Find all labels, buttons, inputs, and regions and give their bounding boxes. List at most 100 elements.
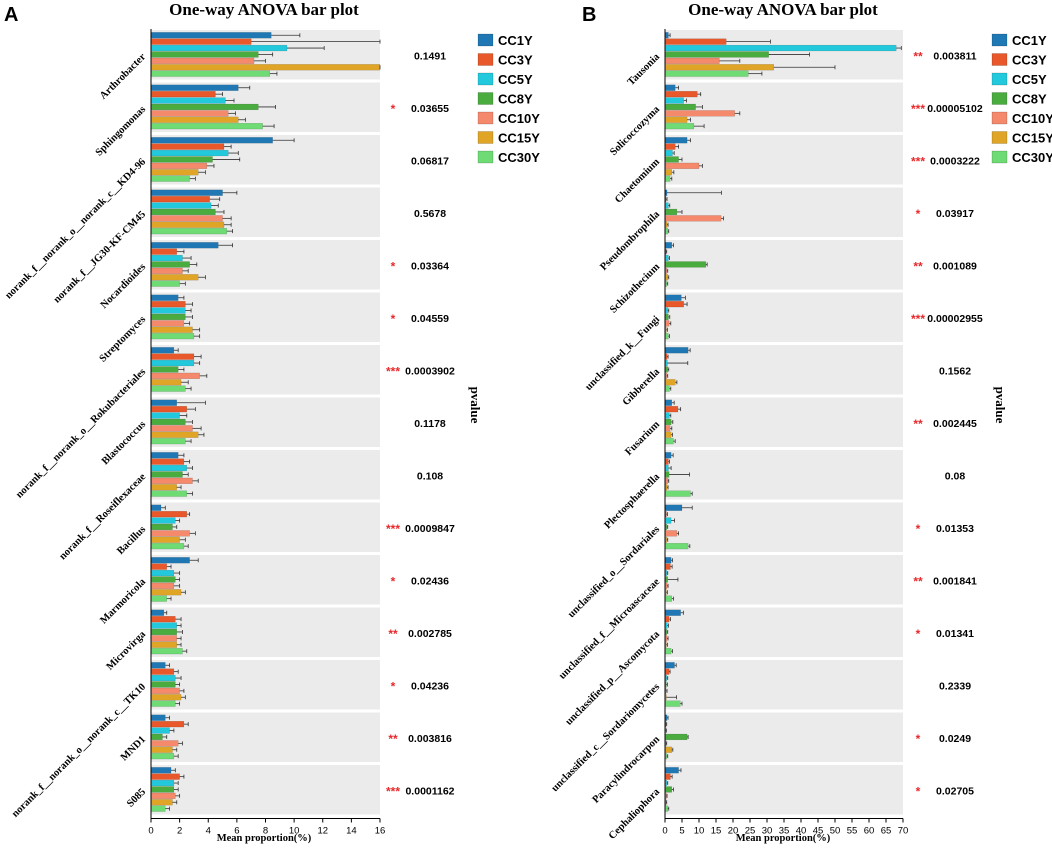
- bar-cc3y: [664, 563, 671, 570]
- p-value: 0.0249: [939, 733, 971, 745]
- legend-swatch-cc8y: [477, 92, 494, 105]
- x-tick-label: 30: [762, 826, 773, 837]
- category-label: Microvirga: [105, 629, 149, 673]
- category-label: norank_f__Roseiflexaceae: [57, 471, 148, 562]
- bar-cc5y: [150, 727, 170, 734]
- bar-cc3y: [664, 143, 676, 150]
- bar-cc5y: [664, 464, 669, 472]
- x-tick-label: 6: [234, 826, 239, 837]
- bar-cc8y: [150, 103, 259, 111]
- bar-cc30y: [150, 438, 186, 445]
- bar-cc5y: [664, 517, 672, 524]
- legend-label: CC5Y: [1012, 72, 1047, 87]
- bar-cc10y: [150, 740, 179, 747]
- bar-cc8y: [664, 313, 669, 321]
- bar-cc1y: [150, 662, 166, 669]
- x-tick-label: 60: [864, 826, 875, 837]
- bar-cc5y: [664, 149, 673, 157]
- panel-b-pvalue-label: pvalue: [993, 387, 1008, 424]
- x-tick-label: 0: [148, 826, 153, 837]
- bar-cc30y: [664, 123, 695, 130]
- bar-cc1y: [664, 32, 669, 39]
- category-label: Fusarium: [623, 419, 662, 458]
- legend-label: CC30Y: [498, 150, 540, 165]
- bar-cc10y: [150, 267, 183, 274]
- significance-stars: ***: [386, 784, 400, 798]
- bar-cc5y: [150, 622, 177, 629]
- legend-swatch-cc5y: [477, 72, 494, 86]
- bar-cc5y: [150, 359, 195, 367]
- significance-stars: ***: [386, 522, 400, 536]
- category-band: [151, 502, 380, 552]
- bar-cc3y: [150, 143, 225, 150]
- x-tick-label: 40: [796, 826, 807, 837]
- bar-cc1y: [150, 137, 273, 144]
- p-value: 0.0003902: [405, 365, 455, 377]
- panel-a-letter: A: [4, 4, 18, 26]
- bar-cc1y: [150, 84, 239, 91]
- bar-cc3y: [150, 406, 187, 413]
- bar-cc1y: [664, 662, 675, 669]
- legend-label: CC1Y: [1012, 33, 1047, 48]
- legend-label: CC15Y: [498, 131, 540, 146]
- category-band: [151, 660, 380, 710]
- plot-area: [150, 30, 381, 815]
- category-band: [665, 765, 903, 815]
- bar-cc10y: [150, 792, 176, 799]
- x-tick-label: 5: [679, 826, 684, 837]
- p-value: 0.002445: [933, 418, 977, 430]
- category-band: [665, 135, 903, 185]
- category-band: [151, 450, 380, 500]
- significance-stars: *: [391, 312, 396, 326]
- legend-label: CC8Y: [498, 92, 533, 107]
- bar-cc30y: [150, 595, 167, 602]
- category-label: Solicoccozyma: [608, 104, 662, 158]
- category-label: Sphingomonas: [94, 104, 148, 158]
- legend-swatch-cc10y: [477, 111, 494, 125]
- category-label: unclassified_f__Microascaceae: [557, 576, 662, 681]
- bar-cc15y: [664, 116, 688, 123]
- bar-cc5y: [664, 97, 684, 104]
- bar-cc10y: [150, 530, 190, 537]
- bar-cc10y: [664, 57, 720, 64]
- p-value: 0.01341: [936, 628, 974, 640]
- significance-stars: *: [916, 522, 921, 536]
- category-band: [665, 292, 903, 342]
- x-tick-label: 10: [694, 826, 705, 837]
- bar-cc15y: [664, 64, 775, 71]
- bar-cc30y: [664, 385, 670, 392]
- bar-cc1y: [150, 557, 190, 564]
- bar-cc10y: [664, 530, 678, 537]
- significance-stars: *: [391, 679, 396, 693]
- bar-cc1y: [664, 452, 672, 459]
- bar-cc1y: [664, 504, 683, 511]
- x-tick-label: 12: [317, 826, 328, 837]
- x-tick-label: 65: [881, 826, 892, 837]
- bar-cc8y: [664, 103, 696, 111]
- bar-cc30y: [150, 333, 195, 340]
- bar-cc30y: [150, 70, 270, 77]
- bar-cc8y: [664, 51, 769, 58]
- bar-cc5y: [664, 254, 669, 262]
- significance-stars: **: [388, 732, 398, 746]
- bar-cc1y: [150, 504, 162, 511]
- bar-cc10y: [150, 215, 223, 222]
- legend-swatch-cc1y: [991, 33, 1008, 47]
- bar-cc10y: [150, 320, 185, 327]
- bar-cc1y: [664, 294, 682, 301]
- legend-label: CC10Y: [1012, 111, 1052, 126]
- bar-cc15y: [150, 484, 177, 491]
- bar-cc1y: [150, 294, 179, 301]
- significance-stars: *: [916, 732, 921, 746]
- category-band: [151, 765, 380, 815]
- panel-b-xlabel: Mean proportion(%): [736, 833, 831, 844]
- bar-cc30y: [150, 753, 175, 760]
- category-band: [151, 712, 380, 762]
- significance-stars: **: [913, 49, 923, 63]
- legend-swatch-cc5y: [991, 72, 1008, 86]
- category-band: [665, 82, 903, 132]
- bar-cc8y: [150, 628, 177, 636]
- bar-cc3y: [150, 563, 167, 570]
- bar-cc15y: [150, 64, 381, 71]
- bar-cc5y: [664, 202, 669, 209]
